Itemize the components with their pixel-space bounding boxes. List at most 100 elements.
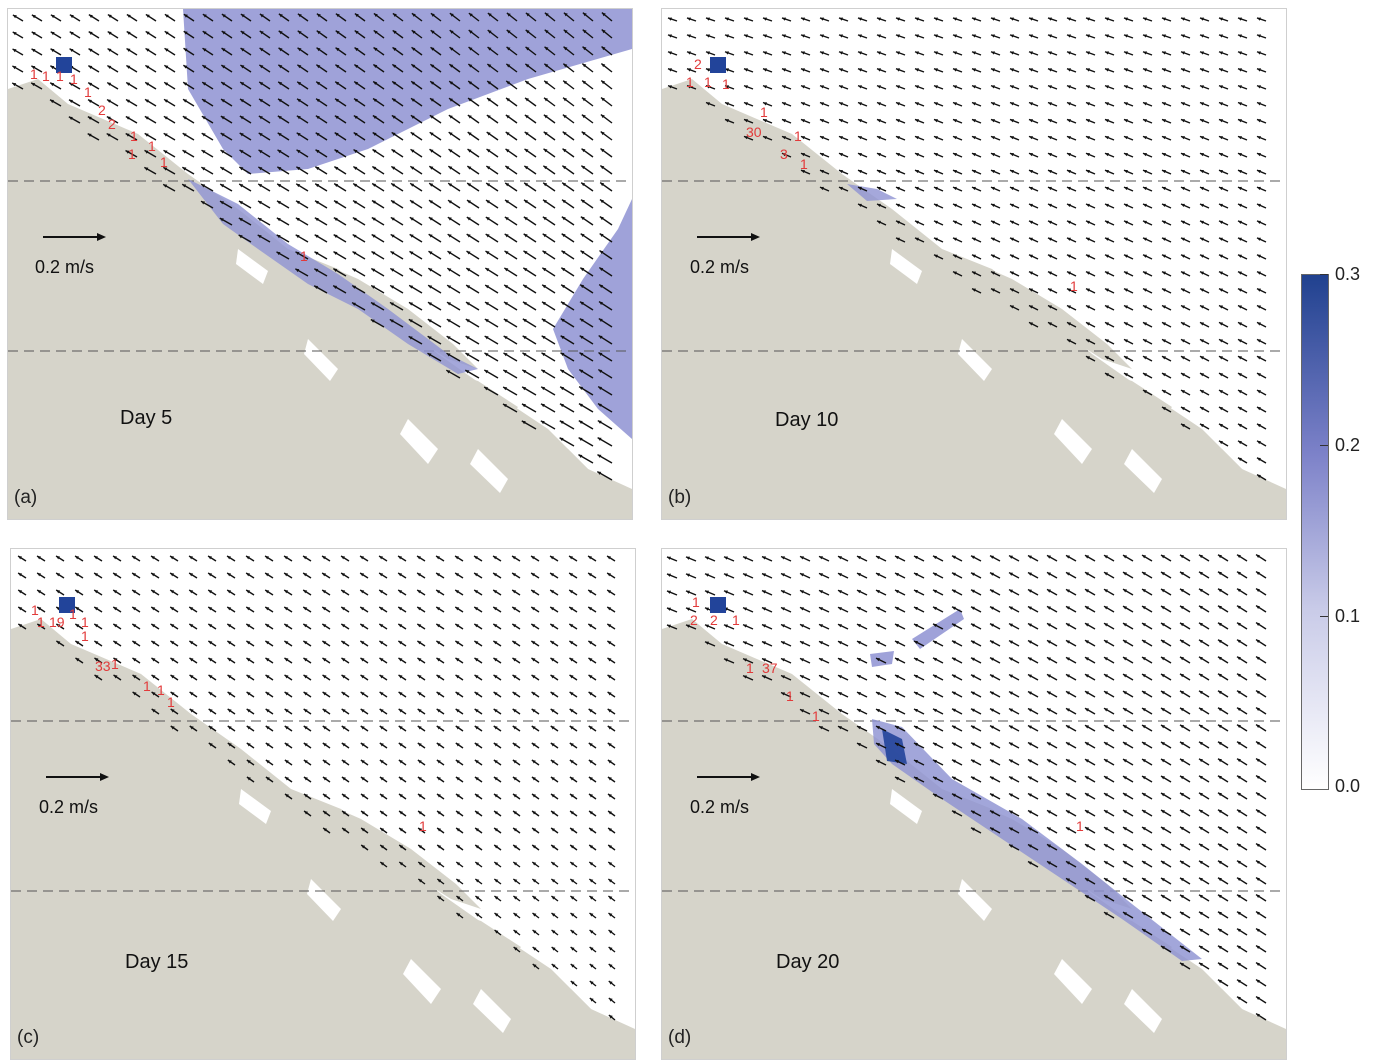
- velocity-arrow-head: [379, 590, 384, 594]
- velocity-arrow-head: [800, 556, 804, 560]
- velocity-arrow-head: [972, 237, 976, 241]
- velocity-arrow-head: [75, 573, 80, 577]
- velocity-arrow-head: [1142, 691, 1146, 695]
- island: [531, 969, 601, 1019]
- velocity-arrow-head: [895, 556, 899, 560]
- velocity-arrow-head: [1162, 68, 1166, 72]
- velocity-arrow-head: [550, 556, 555, 560]
- velocity-arrow-head: [1219, 254, 1223, 258]
- velocity-arrow-head: [1086, 34, 1090, 38]
- velocity-arrow-head: [687, 17, 691, 21]
- velocity-arrow-head: [399, 811, 404, 815]
- velocity-arrow-head: [1029, 119, 1033, 123]
- velocity-arrow-head: [284, 675, 289, 679]
- velocity-arrow-head: [335, 98, 339, 103]
- velocity-arrow-head: [1219, 339, 1223, 343]
- velocity-arrow-head: [1085, 810, 1089, 814]
- velocity-arrow-head: [315, 166, 320, 171]
- channel: [958, 879, 992, 921]
- velocity-arrow-head: [430, 13, 435, 17]
- velocity-arrow-head: [1200, 305, 1204, 309]
- velocity-arrow-head: [503, 301, 508, 306]
- particle-count: 3: [780, 146, 788, 162]
- velocity-arrow-head: [990, 759, 994, 763]
- velocity-arrow-head: [399, 794, 403, 798]
- velocity-arrow-head: [1104, 691, 1108, 695]
- velocity-arrow-head: [933, 555, 937, 560]
- velocity-arrow-head: [1162, 186, 1166, 191]
- velocity-arrow-head: [562, 131, 567, 136]
- velocity-arrow-head: [762, 590, 766, 594]
- velocity-arrow-head: [781, 658, 785, 662]
- velocity-arrow-head: [1257, 339, 1261, 343]
- velocity-arrow-head: [202, 48, 207, 52]
- velocity-arrow-head: [493, 726, 498, 730]
- velocity-arrow-head: [390, 268, 395, 272]
- velocity-arrow-head: [465, 353, 470, 357]
- velocity-arrow-head: [782, 136, 786, 140]
- velocity-arrow-head: [1218, 860, 1222, 865]
- velocity-arrow-head: [1123, 810, 1127, 814]
- velocity-arrow-head: [582, 80, 587, 85]
- velocity-arrow-head: [410, 149, 415, 153]
- velocity-arrow-head: [360, 590, 365, 594]
- velocity-arrow-head: [113, 675, 118, 679]
- island: [987, 284, 1057, 314]
- velocity-arrow-head: [1010, 237, 1014, 241]
- velocity-arrow-head: [132, 624, 137, 628]
- velocity-arrow-head: [952, 776, 956, 781]
- velocity-arrow-head: [1105, 85, 1109, 89]
- velocity-arrow-head: [839, 17, 843, 21]
- velocity-arrow-head: [915, 220, 919, 224]
- velocity-arrow-head: [876, 607, 880, 611]
- velocity-arrow-head: [475, 811, 480, 815]
- velocity-arrow-head: [341, 590, 346, 594]
- velocity-arrow-head: [991, 102, 995, 106]
- velocity-arrow-head: [877, 85, 881, 89]
- velocity-arrow-head: [540, 403, 545, 408]
- velocity-arrow-head: [820, 136, 824, 140]
- velocity-arrow-head: [1257, 305, 1261, 309]
- velocity-arrow-head: [360, 658, 365, 662]
- release-source-a: [56, 57, 72, 73]
- velocity-arrow-head: [447, 268, 452, 272]
- velocity-arrow-head: [512, 658, 517, 662]
- velocity-arrow-head: [145, 82, 150, 86]
- velocity-arrow-head: [1009, 640, 1013, 644]
- velocity-arrow-head: [335, 64, 340, 69]
- velocity-arrow-head: [360, 641, 365, 645]
- velocity-arrow-head: [333, 268, 338, 272]
- velocity-arrow-head: [560, 301, 565, 306]
- velocity-arrow-head: [37, 590, 42, 594]
- velocity-arrow-head: [1029, 271, 1033, 275]
- velocity-arrow-head: [1237, 979, 1241, 984]
- velocity-arrow-head: [1066, 827, 1070, 831]
- velocity-arrow-head: [915, 237, 919, 241]
- velocity-arrow-head: [341, 607, 346, 611]
- day-label-d: Day 20: [776, 951, 840, 973]
- velocity-arrow-head: [494, 828, 499, 832]
- velocity-arrow-head: [599, 233, 604, 238]
- velocity-arrow-head: [782, 51, 786, 55]
- velocity-arrow-head: [352, 285, 357, 289]
- velocity-arrow-head: [877, 102, 881, 106]
- velocity-arrow-head: [1085, 657, 1089, 661]
- velocity-arrow-head: [896, 136, 900, 140]
- velocity-arrow-head: [1029, 17, 1033, 21]
- velocity-arrow-head: [504, 267, 509, 272]
- velocity-arrow-head: [484, 387, 489, 391]
- velocity-arrow-head: [493, 743, 498, 747]
- velocity-arrow-head: [1142, 895, 1146, 899]
- velocity-arrow-head: [1199, 690, 1203, 695]
- velocity-arrow-head: [1009, 810, 1013, 814]
- velocity-arrow-head: [607, 709, 612, 713]
- velocity-arrow-head: [107, 82, 112, 86]
- velocity-arrow-head: [667, 607, 671, 611]
- velocity-arrow-head: [183, 82, 188, 86]
- velocity-arrow-head: [1067, 271, 1071, 275]
- velocity-arrow-head: [838, 675, 842, 679]
- velocity-arrow-head: [276, 251, 281, 256]
- velocity-arrow-head: [531, 658, 536, 662]
- velocity-arrow-head: [1029, 68, 1033, 72]
- velocity-arrow-head: [1256, 571, 1260, 575]
